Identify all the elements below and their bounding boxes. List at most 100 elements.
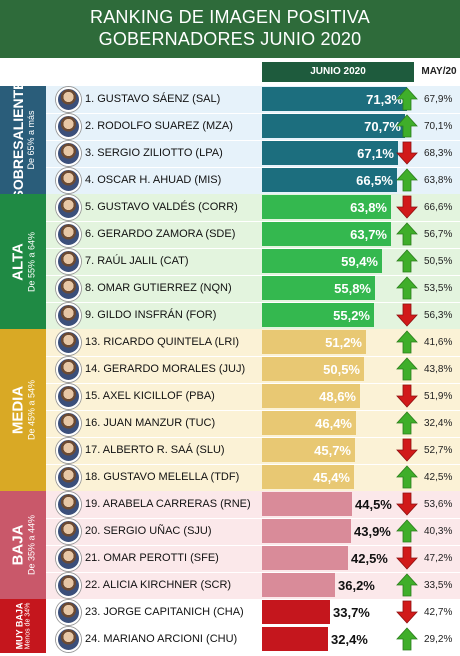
governor-name: 19. ARABELA CARRERAS (RNE) bbox=[85, 498, 251, 510]
section-label: ALTA De 55% a 64% bbox=[10, 231, 37, 291]
previous-value: 56,3% bbox=[424, 310, 453, 321]
approval-value: 70,7% bbox=[364, 119, 401, 134]
approval-bar bbox=[262, 168, 397, 192]
section-title: SOBRESALIENTE bbox=[10, 80, 26, 200]
governor-avatar bbox=[56, 465, 81, 490]
approval-value: 59,4% bbox=[341, 254, 378, 269]
section-tab: ALTA De 55% a 64% bbox=[0, 194, 46, 329]
row-divider bbox=[46, 437, 460, 438]
section-tab: MEDIA De 45% a 54% bbox=[0, 329, 46, 491]
governor-avatar bbox=[56, 357, 81, 382]
approval-value: 55,8% bbox=[334, 281, 371, 296]
column-header-current: JUNIO 2020 bbox=[262, 62, 414, 82]
governor-avatar bbox=[56, 546, 81, 571]
approval-value: 46,4% bbox=[315, 416, 352, 431]
previous-value: 51,9% bbox=[424, 391, 453, 402]
governor-name: 13. RICARDO QUINTELA (LRI) bbox=[85, 336, 240, 348]
previous-value: 66,6% bbox=[424, 202, 453, 213]
approval-bar bbox=[262, 492, 352, 516]
trend-up-icon bbox=[396, 168, 418, 192]
previous-value: 42,5% bbox=[424, 472, 453, 483]
governor-avatar bbox=[56, 411, 81, 436]
previous-value: 47,2% bbox=[424, 553, 453, 564]
chart-header: RANKING DE IMAGEN POSITIVA GOBERNADORES … bbox=[0, 0, 460, 58]
governor-avatar bbox=[56, 303, 81, 328]
approval-bar bbox=[262, 249, 382, 273]
approval-bar bbox=[262, 465, 354, 489]
governor-name: 15. AXEL KICILLOF (PBA) bbox=[85, 390, 215, 402]
governor-avatar bbox=[56, 627, 81, 652]
section-title: ALTA bbox=[9, 242, 27, 281]
approval-bar bbox=[262, 384, 360, 408]
governor-name: 22. ALICIA KIRCHNER (SCR) bbox=[85, 579, 232, 591]
approval-value: 50,5% bbox=[323, 362, 360, 377]
governor-name: 8. OMAR GUTIERREZ (NQN) bbox=[85, 282, 232, 294]
section-tab: BAJA De 35% a 44% bbox=[0, 491, 46, 599]
approval-value: 36,2% bbox=[338, 578, 375, 593]
governor-avatar bbox=[56, 222, 81, 247]
row-divider bbox=[46, 383, 460, 384]
trend-down-icon bbox=[396, 303, 418, 327]
previous-value: 67,9% bbox=[424, 94, 453, 105]
governor-name: 14. GERARDO MORALES (JUJ) bbox=[85, 363, 246, 375]
row-divider bbox=[46, 140, 460, 141]
governor-avatar bbox=[56, 492, 81, 517]
governor-avatar bbox=[56, 573, 81, 598]
trend-up-icon bbox=[396, 465, 418, 489]
governor-avatar bbox=[56, 141, 81, 166]
governor-avatar bbox=[56, 519, 81, 544]
row-divider bbox=[46, 410, 460, 411]
approval-value: 33,7% bbox=[333, 605, 370, 620]
previous-value: 53,6% bbox=[424, 499, 453, 510]
previous-value: 56,7% bbox=[424, 229, 453, 240]
trend-down-icon bbox=[396, 141, 418, 165]
previous-value: 52,7% bbox=[424, 445, 453, 456]
governor-name: 5. GUSTAVO VALDÉS (CORR) bbox=[85, 201, 238, 213]
section-tab: SOBRESALIENTE De 65% a más bbox=[0, 80, 46, 200]
governor-name: 24. MARIANO ARCIONI (CHU) bbox=[85, 633, 238, 645]
row-divider bbox=[46, 572, 460, 573]
trend-up-icon bbox=[396, 519, 418, 543]
column-header-previous: MAY/20 bbox=[421, 66, 457, 77]
governor-avatar bbox=[56, 384, 81, 409]
trend-up-icon bbox=[396, 276, 418, 300]
approval-value: 48,6% bbox=[319, 389, 356, 404]
trend-up-icon bbox=[396, 87, 418, 111]
governor-name: 6. GERARDO ZAMORA (SDE) bbox=[85, 228, 236, 240]
trend-up-icon bbox=[396, 114, 418, 138]
governor-name: 21. OMAR PEROTTI (SFE) bbox=[85, 552, 219, 564]
row-divider bbox=[46, 221, 460, 222]
section-range: De 45% a 54% bbox=[26, 379, 37, 441]
governor-name: 23. JORGE CAPITANICH (CHA) bbox=[85, 606, 244, 618]
previous-value: 68,3% bbox=[424, 148, 453, 159]
row-divider bbox=[46, 113, 460, 114]
approval-value: 45,7% bbox=[314, 443, 351, 458]
section-label: MUY BAJA Menos de 34% bbox=[15, 603, 32, 650]
approval-bar bbox=[262, 573, 335, 597]
trend-down-icon bbox=[396, 492, 418, 516]
trend-up-icon bbox=[396, 222, 418, 246]
approval-value: 43,9% bbox=[354, 524, 391, 539]
approval-value: 71,3% bbox=[366, 92, 403, 107]
chart-title-line1: RANKING DE IMAGEN POSITIVA bbox=[90, 7, 370, 27]
governor-name: 20. SERGIO UÑAC (SJU) bbox=[85, 525, 212, 537]
previous-value: 53,5% bbox=[424, 283, 453, 294]
approval-value: 45,4% bbox=[313, 470, 350, 485]
row-divider bbox=[46, 626, 460, 627]
previous-value: 33,5% bbox=[424, 580, 453, 591]
approval-value: 55,2% bbox=[333, 308, 370, 323]
row-divider bbox=[46, 275, 460, 276]
governor-avatar bbox=[56, 330, 81, 355]
trend-down-icon bbox=[396, 600, 418, 624]
trend-down-icon bbox=[396, 195, 418, 219]
previous-value: 63,8% bbox=[424, 175, 453, 186]
approval-bar bbox=[262, 222, 391, 246]
approval-bar bbox=[262, 627, 328, 651]
approval-bar bbox=[262, 195, 391, 219]
section-title: BAJA bbox=[9, 524, 27, 566]
trend-up-icon bbox=[396, 249, 418, 273]
governor-name: 18. GUSTAVO MELELLA (TDF) bbox=[85, 471, 240, 483]
approval-bar bbox=[262, 519, 351, 543]
row-divider bbox=[46, 248, 460, 249]
governor-name: 16. JUAN MANZUR (TUC) bbox=[85, 417, 216, 429]
